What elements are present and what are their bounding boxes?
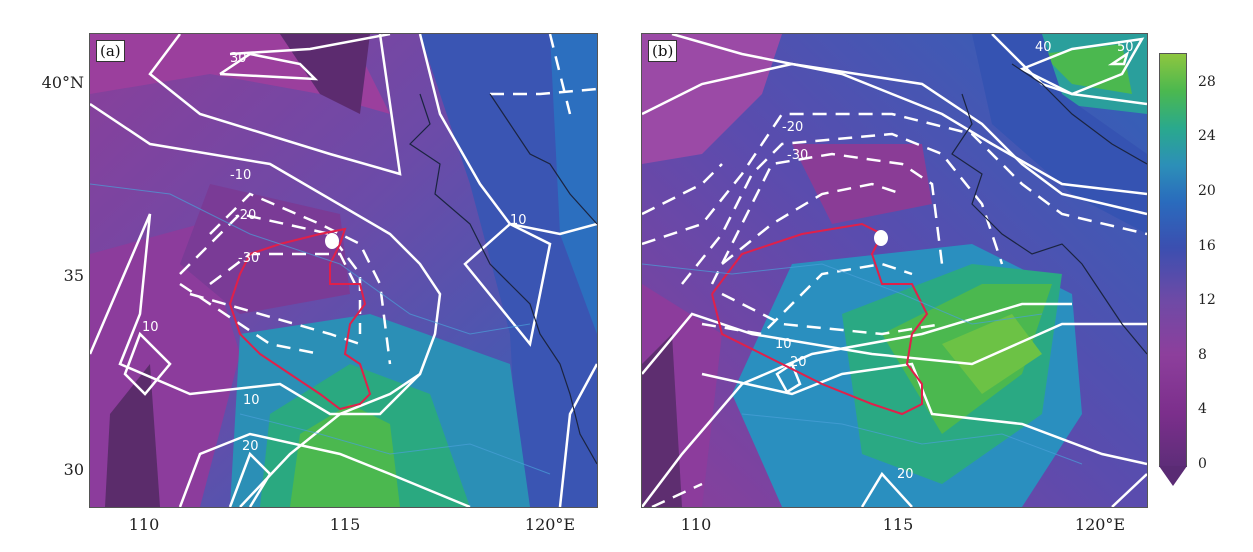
positive-contours	[90, 34, 597, 507]
colorbar-tick-label: 12	[1198, 292, 1216, 308]
colorbar-tick-label: 20	[1198, 183, 1216, 199]
contour-label: 50	[1117, 40, 1134, 55]
field-patch	[420, 34, 597, 507]
contour-labels-a: 30 -10 -20 -30 10 10 10 20	[142, 51, 527, 454]
field-patch	[105, 364, 160, 507]
contour-label: -20	[235, 208, 256, 223]
contour-label: 20	[790, 355, 807, 370]
colorbar-tick-label: 28	[1198, 74, 1216, 90]
panel-label-a: (a)	[96, 40, 125, 62]
negative-contours	[179, 34, 597, 365]
field-patch	[550, 34, 597, 334]
rivers	[642, 263, 1083, 465]
field-patch	[642, 334, 682, 507]
y-tick-label: 35	[63, 266, 84, 285]
colorbar-tick-label: 0	[1198, 456, 1207, 472]
y-tick-label: 40°N	[41, 73, 84, 92]
x-tick-label: 110	[680, 515, 712, 534]
map-a-canvas: 30 -10 -20 -30 10 10 10 20	[90, 34, 597, 507]
x-tick-label: 120°E	[524, 515, 576, 534]
contour-label: 10	[775, 337, 792, 352]
rivers	[90, 183, 551, 475]
map-b-canvas: 40 50 -20 -30 10 20 20	[642, 34, 1147, 507]
field-patch	[280, 34, 370, 114]
contour-label: -10	[230, 168, 251, 183]
contour-labels-b: 40 50 -20 -30 10 20 20	[775, 40, 1134, 482]
x-tick-label: 120°E	[1074, 515, 1126, 534]
panel-label-b: (b)	[648, 40, 678, 62]
x-tick-label: 115	[882, 515, 914, 534]
province-boundary	[711, 222, 929, 416]
colorbar-extension	[1159, 466, 1187, 486]
contour-label: -30	[787, 148, 808, 163]
colorbar	[1159, 53, 1187, 467]
station-marker	[325, 233, 339, 249]
contour-label: 10	[142, 320, 159, 335]
field-patch	[972, 34, 1147, 234]
contour-label: 30	[230, 51, 247, 66]
contour-label: 20	[897, 467, 914, 482]
coastline	[409, 93, 597, 465]
contour-label: -20	[782, 120, 803, 135]
contour-label: -30	[238, 251, 259, 266]
x-tick-label: 115	[329, 515, 361, 534]
colorbar-tick-label: 8	[1198, 347, 1207, 363]
y-tick-label: 30	[63, 460, 84, 479]
map-panel-a: 30 -10 -20 -30 10 10 10 20 (a)	[89, 33, 598, 508]
province-boundary	[228, 227, 372, 411]
colorbar-tick-label: 16	[1198, 238, 1216, 254]
contour-label: 10	[243, 393, 260, 408]
coastline	[951, 63, 1147, 355]
x-tick-label: 110	[128, 515, 160, 534]
colorbar-tick-label: 4	[1198, 401, 1207, 417]
station-marker	[874, 230, 888, 246]
field-patch	[642, 34, 782, 164]
map-panel-b: 40 50 -20 -30 10 20 20 (b)	[641, 33, 1148, 508]
contour-label: 20	[242, 439, 259, 454]
field-patch	[1042, 44, 1132, 94]
contour-label: 10	[510, 213, 527, 228]
contour-label: 40	[1035, 40, 1052, 55]
colorbar-tick-label: 24	[1198, 128, 1216, 144]
